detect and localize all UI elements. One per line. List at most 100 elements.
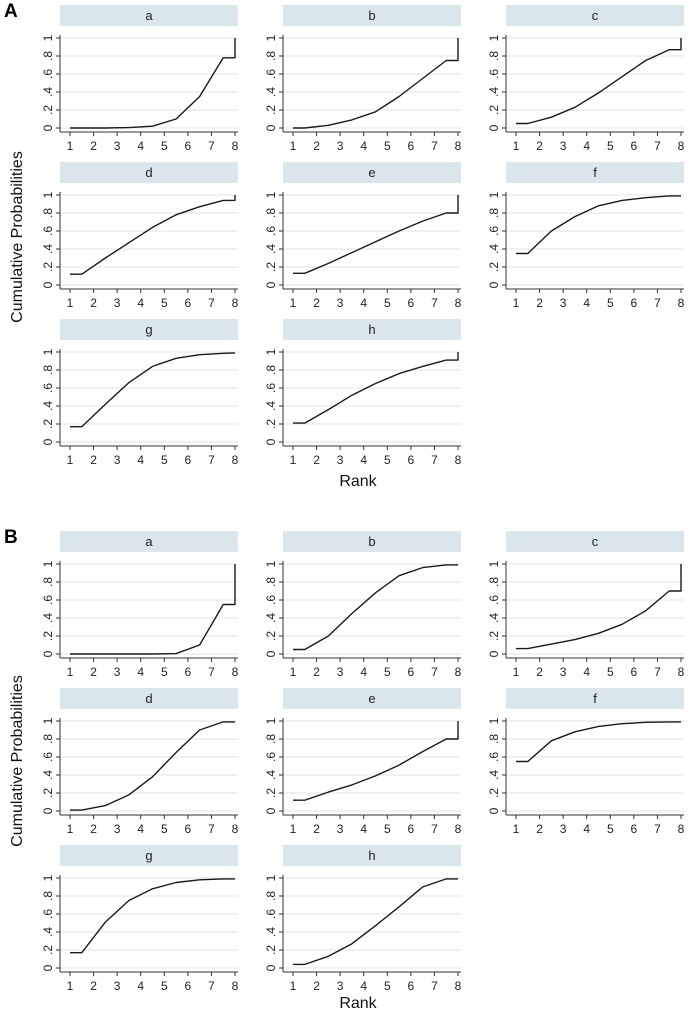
y-tick-label: .4 (41, 770, 55, 780)
series-line (293, 721, 459, 801)
facet-strip (60, 162, 238, 183)
y-tick-label: .2 (264, 788, 278, 798)
x-tick-label: 7 (654, 665, 661, 679)
x-tick-label: 4 (583, 139, 590, 153)
x-tick-label: 6 (185, 665, 192, 679)
y-tick-label: 1 (41, 348, 55, 355)
facet-strip (506, 162, 684, 183)
x-tick-label: 7 (208, 139, 215, 153)
x-tick-label: 7 (654, 296, 661, 310)
facet-strip (60, 845, 238, 866)
x-tick-label: 4 (360, 979, 367, 993)
y-tick-label: .2 (264, 631, 278, 641)
y-tick-label: .4 (487, 87, 501, 97)
x-axis-title: Rank (339, 473, 377, 490)
series-line (293, 38, 459, 129)
y-tick-label: 1 (41, 560, 55, 567)
y-tick-label: 1 (487, 34, 501, 41)
series-line (70, 38, 236, 129)
series-line (516, 195, 681, 255)
y-tick-label: 0 (487, 281, 501, 288)
y-tick-label: .6 (487, 69, 501, 79)
x-tick-label: 4 (583, 822, 590, 836)
panel-letter: B (4, 527, 18, 548)
x-tick-label: 6 (185, 979, 192, 993)
x-tick-label: 5 (384, 453, 391, 467)
y-tick-label: .2 (487, 105, 501, 115)
y-tick-label: 0 (487, 124, 501, 131)
x-tick-label: 8 (232, 453, 239, 467)
x-tick-label: 3 (560, 139, 567, 153)
x-tick-label: 1 (290, 296, 297, 310)
y-tick-label: .8 (41, 365, 55, 375)
x-tick-label: 8 (232, 979, 239, 993)
x-tick-label: 2 (90, 979, 97, 993)
x-tick-label: 4 (583, 296, 590, 310)
y-tick-label: .2 (487, 262, 501, 272)
x-tick-label: 7 (431, 139, 438, 153)
y-tick-label: 0 (41, 124, 55, 131)
x-tick-label: 6 (408, 296, 415, 310)
y-tick-label: 0 (487, 650, 501, 657)
x-tick-label: 6 (185, 296, 192, 310)
facet-a-c: c 0 .2 .4 .6 .8 1 1 2 3 4 5 6 7 8 (487, 5, 685, 153)
y-tick-label: 1 (264, 874, 278, 881)
facet-strip (283, 688, 461, 709)
facet-title: c (592, 8, 599, 23)
x-tick-label: 1 (67, 139, 74, 153)
x-tick-label: 3 (337, 665, 344, 679)
y-tick-label: .2 (264, 419, 278, 429)
x-tick-label: 3 (337, 453, 344, 467)
x-tick-label: 8 (455, 453, 462, 467)
x-tick-label: 6 (185, 453, 192, 467)
y-tick-label: .8 (41, 577, 55, 587)
y-tick-label: 0 (41, 964, 55, 971)
figure-panel-a: A Cumulative Probabilities Rank a 0 .2 .4 .6 .8 1… (4, 1, 685, 490)
y-tick-label: .2 (41, 788, 55, 798)
facet-strip (283, 319, 461, 340)
x-tick-label: 6 (408, 979, 415, 993)
series-line (293, 878, 458, 966)
y-tick-label: .8 (41, 51, 55, 61)
x-tick-label: 2 (313, 453, 320, 467)
facet-strip (283, 531, 461, 552)
x-tick-label: 8 (678, 822, 685, 836)
y-tick-label: 0 (264, 650, 278, 657)
y-tick-label: .8 (487, 208, 501, 218)
x-tick-label: 4 (583, 665, 590, 679)
facet-strip (506, 688, 684, 709)
facet-b-c: c 0 .2 .4 .6 .8 1 1 2 3 4 5 6 7 8 (487, 531, 685, 679)
y-tick-label: 1 (264, 717, 278, 724)
series-line (70, 721, 235, 811)
series-line (293, 352, 459, 424)
x-tick-label: 1 (67, 979, 74, 993)
x-tick-label: 2 (313, 979, 320, 993)
y-tick-label: .8 (487, 51, 501, 61)
x-tick-label: 8 (678, 296, 685, 310)
x-tick-label: 7 (431, 453, 438, 467)
x-tick-label: 2 (536, 665, 543, 679)
x-tick-label: 5 (384, 979, 391, 993)
x-tick-label: 1 (513, 296, 520, 310)
x-tick-label: 2 (536, 822, 543, 836)
x-tick-label: 8 (678, 665, 685, 679)
x-tick-label: 8 (455, 139, 462, 153)
y-tick-label: .8 (264, 365, 278, 375)
y-tick-label: .6 (264, 69, 278, 79)
y-tick-label: .4 (487, 244, 501, 254)
x-tick-label: 8 (678, 139, 685, 153)
y-tick-label: .6 (264, 226, 278, 236)
y-tick-label: 1 (487, 191, 501, 198)
x-tick-label: 2 (536, 139, 543, 153)
x-tick-label: 3 (114, 822, 121, 836)
facet-b-b: b 0 .2 .4 .6 .8 1 1 2 3 4 5 6 7 8 (264, 531, 462, 679)
y-tick-label: .2 (41, 631, 55, 641)
y-tick-label: 0 (41, 807, 55, 814)
x-tick-label: 4 (137, 296, 144, 310)
x-tick-label: 7 (654, 139, 661, 153)
x-tick-label: 3 (114, 453, 121, 467)
y-tick-label: 1 (41, 874, 55, 881)
y-tick-label: .6 (264, 595, 278, 605)
facet-title: f (593, 165, 597, 180)
